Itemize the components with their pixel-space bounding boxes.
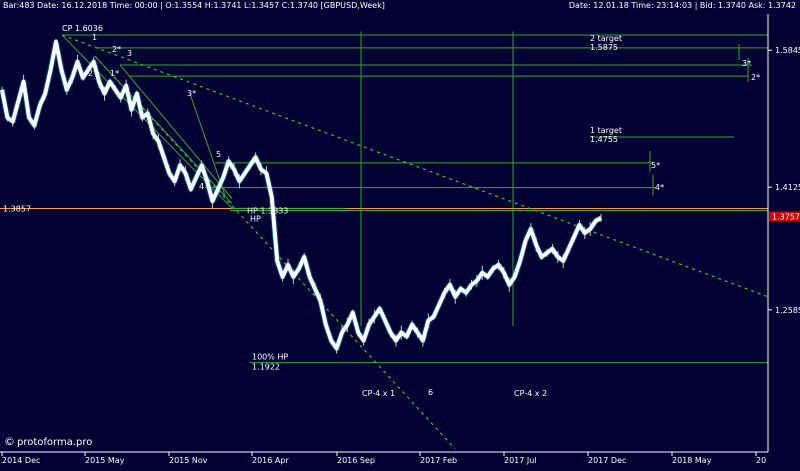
wave-label: 6 [428,388,433,397]
wave-label: 1* [110,69,119,78]
brand-name: protoforma.pro [17,437,93,448]
current-price-tag [769,211,800,222]
x-tick-label: 2014 Dec [2,456,40,465]
level-label-target-2: 2 target [590,34,622,43]
level-label-hp: HP 1.3833 [247,206,288,215]
x-tick-label: 2017 Jul [504,456,537,465]
fan-line-3 [119,64,233,200]
x-tick-label: 2017 Dec [588,456,626,465]
cp-label-x1: CP-4 x 1 [362,389,395,398]
x-tick-label: 2015 May [85,456,125,465]
price-line [0,39,603,351]
axes: 1.5845 1.4125 1.2585 1.3757 2014 Dec 2015 May… [0,14,800,465]
level-label-target-1: 1 target [590,126,622,135]
wave-label: 3 [127,49,132,58]
level-label-100-hp: 100% HP [252,353,288,362]
wave-label: 3* [742,59,751,68]
bar-info-text: Bar:483 Date: 16.12.2018 Time: 00:00 | O… [3,1,385,10]
level-label-left: 1.3857 [3,205,31,214]
wave-label: 1 [92,33,97,42]
x-tick-label: 2016 Apr [252,456,289,465]
wave-label: 4 [199,182,204,191]
wave-label: 2* [751,73,760,82]
wave-label: 4* [655,183,664,192]
level-label-cp: CP 1.6036 [62,24,103,33]
wave-label: 5 [216,150,221,159]
x-tick-label: 2015 Nov [169,456,208,465]
copyright-icon: © [4,435,15,448]
cp-label-x2: CP-4 x 2 [514,389,547,398]
wave-label: 3* [187,89,196,98]
wave-label: 2* [112,45,121,54]
y-tick-label: 1.2585 [775,306,800,315]
level-label-hp-short: HP [250,215,261,224]
x-tick-label: 2018 May [672,456,712,465]
watermark: © protoforma.pro [4,436,92,449]
x-tick-label: 2017 Feb [420,456,457,465]
x-tick-label: 2016 Sep [337,456,375,465]
price-series [0,38,603,354]
current-price-label: 1.3757 [772,213,800,222]
level-lines [0,31,768,364]
level-value-target-1: 1.4755 [590,135,618,144]
level-value-target-2: 1.5875 [590,43,618,52]
fan-line-4 [189,93,226,196]
y-tick-label: 1.4125 [775,183,800,192]
chart-info-bar: Bar:483 Date: 16.12.2018 Time: 00:00 | O… [0,0,800,12]
y-tick-label: 1.5845 [775,46,800,55]
fan-line-2 [94,55,233,204]
level-value-100-hp: 1.1922 [252,363,280,372]
x-tick-label: 20 [756,456,766,465]
wave-label: 2 [88,69,93,78]
wave-label: 5* [651,161,660,170]
quote-info-text: Date: 12.01.18 Time: 23:14:03 | Bid: 1.3… [568,1,796,10]
